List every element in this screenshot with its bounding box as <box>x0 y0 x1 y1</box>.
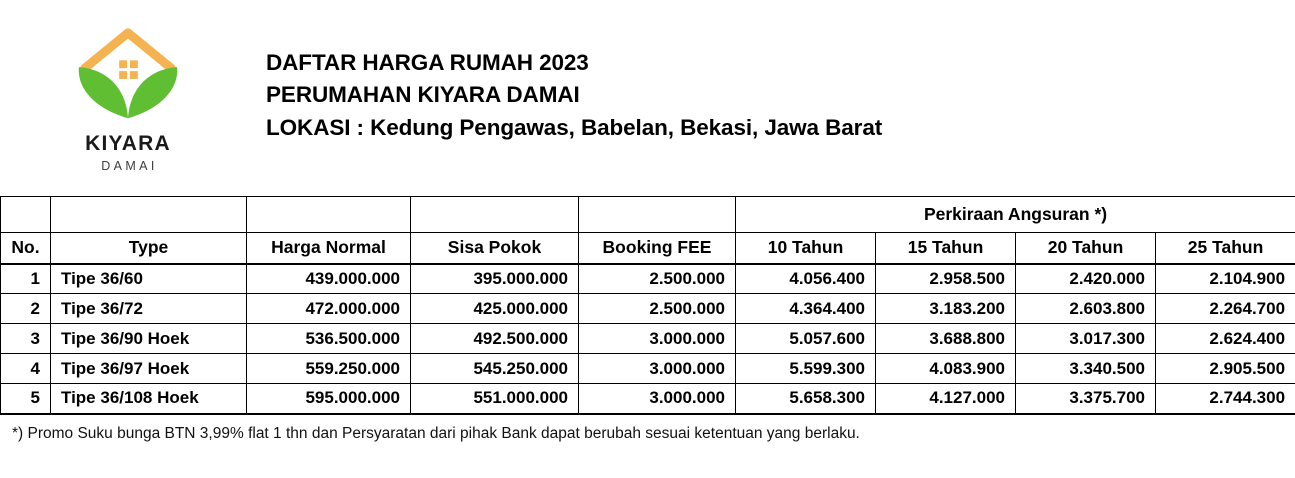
header-booking-fee[interactable]: Booking FEE <box>578 232 736 265</box>
cell-25-tahun: 2.104.900 <box>1154 263 1295 294</box>
header-perkiraan-angsuran: Perkiraan Angsuran *) <box>734 196 1295 233</box>
cell-25-tahun: 2.744.300 <box>1154 383 1295 415</box>
cell-harga-normal: 439.000.000 <box>246 263 411 294</box>
title-line-1: DAFTAR HARGA RUMAH 2023 <box>266 49 589 75</box>
house-leaf-logo-icon <box>78 28 178 119</box>
cell-type: Tipe 36/90 Hoek <box>50 323 247 354</box>
logo-wordmark: KIYARA <box>85 132 171 156</box>
cell-15-tahun: 4.127.000 <box>875 383 1016 415</box>
price-table: Perkiraan Angsuran *) No. Type Harga Nor… <box>0 196 1295 415</box>
header-spacer-sisa <box>410 196 579 233</box>
cell-10-tahun: 5.057.600 <box>735 323 876 354</box>
table-row[interactable]: 2 Tipe 36/72 472.000.000 425.000.000 2.5… <box>0 293 1295 324</box>
cell-no: 3 <box>0 323 51 354</box>
cell-10-tahun: 5.658.300 <box>735 383 876 415</box>
header-spacer-booking <box>578 196 736 233</box>
header-spacer-type <box>50 196 247 233</box>
cell-10-tahun: 4.364.400 <box>735 293 876 324</box>
cell-20-tahun: 2.420.000 <box>1015 263 1156 294</box>
logo-subtext: DAMAI <box>101 159 158 174</box>
cell-sisa-pokok: 545.250.000 <box>410 353 579 384</box>
header-25-tahun[interactable]: 25 Tahun <box>1154 232 1295 265</box>
footnote-text: *) Promo Suku bunga BTN 3,99% flat 1 thn… <box>12 424 860 442</box>
table-row[interactable]: 4 Tipe 36/97 Hoek 559.250.000 545.250.00… <box>0 353 1295 384</box>
cell-25-tahun: 2.264.700 <box>1154 293 1295 324</box>
cell-10-tahun: 5.599.300 <box>735 353 876 384</box>
cell-no: 4 <box>0 353 51 384</box>
header-sisa-pokok[interactable]: Sisa Pokok <box>410 232 579 265</box>
header-15-tahun[interactable]: 15 Tahun <box>875 232 1016 265</box>
cell-harga-normal: 559.250.000 <box>246 353 411 384</box>
cell-no: 5 <box>0 383 51 415</box>
cell-booking-fee: 2.500.000 <box>578 293 736 324</box>
cell-sisa-pokok: 395.000.000 <box>410 263 579 294</box>
table-row[interactable]: 3 Tipe 36/90 Hoek 536.500.000 492.500.00… <box>0 323 1295 354</box>
title-line-2: PERUMAHAN KIYARA DAMAI <box>266 82 580 108</box>
table-head: Perkiraan Angsuran *) No. Type Harga Nor… <box>0 196 1295 265</box>
table-body: 1 Tipe 36/60 439.000.000 395.000.000 2.5… <box>0 263 1295 415</box>
cell-harga-normal: 595.000.000 <box>246 383 411 415</box>
cell-15-tahun: 2.958.500 <box>875 263 1016 294</box>
cell-booking-fee: 3.000.000 <box>578 383 736 415</box>
table-row[interactable]: 5 Tipe 36/108 Hoek 595.000.000 551.000.0… <box>0 383 1295 415</box>
cell-booking-fee: 3.000.000 <box>578 323 736 354</box>
kiyara-damai-logo: KIYARA DAMAI <box>48 23 208 173</box>
cell-harga-normal: 536.500.000 <box>246 323 411 354</box>
cell-harga-normal: 472.000.000 <box>246 293 411 324</box>
header-spacer-harga <box>246 196 411 233</box>
document-header: KIYARA DAMAI DAFTAR HARGA RUMAH 2023 PER… <box>0 0 1295 196</box>
cell-sisa-pokok: 492.500.000 <box>410 323 579 354</box>
cell-type: Tipe 36/97 Hoek <box>50 353 247 384</box>
cell-15-tahun: 3.183.200 <box>875 293 1016 324</box>
cell-no: 1 <box>0 263 51 294</box>
cell-25-tahun: 2.905.500 <box>1154 353 1295 384</box>
cell-20-tahun: 3.375.700 <box>1015 383 1156 415</box>
cell-no: 2 <box>0 293 51 324</box>
table-header-row: No. Type Harga Normal Sisa Pokok Booking… <box>0 232 1295 265</box>
cell-10-tahun: 4.056.400 <box>735 263 876 294</box>
header-type[interactable]: Type <box>50 232 247 265</box>
cell-type: Tipe 36/60 <box>50 263 247 294</box>
cell-sisa-pokok: 425.000.000 <box>410 293 579 324</box>
cell-15-tahun: 3.688.800 <box>875 323 1016 354</box>
title-block: DAFTAR HARGA RUMAH 2023 PERUMAHAN KIYARA… <box>266 51 882 145</box>
header-harga-normal[interactable]: Harga Normal <box>246 232 411 265</box>
cell-booking-fee: 3.000.000 <box>578 353 736 384</box>
cell-type: Tipe 36/72 <box>50 293 247 324</box>
header-10-tahun[interactable]: 10 Tahun <box>735 232 876 265</box>
header-no[interactable]: No. <box>0 232 51 265</box>
table-header-group-row: Perkiraan Angsuran *) <box>0 196 1295 233</box>
cell-25-tahun: 2.624.400 <box>1154 323 1295 354</box>
header-spacer-no <box>0 196 51 233</box>
cell-15-tahun: 4.083.900 <box>875 353 1016 384</box>
title-line-3: LOKASI : Kedung Pengawas, Babelan, Bekas… <box>266 114 883 140</box>
header-20-tahun[interactable]: 20 Tahun <box>1015 232 1156 265</box>
table-row[interactable]: 1 Tipe 36/60 439.000.000 395.000.000 2.5… <box>0 263 1295 294</box>
cell-sisa-pokok: 551.000.000 <box>410 383 579 415</box>
cell-20-tahun: 2.603.800 <box>1015 293 1156 324</box>
cell-20-tahun: 3.340.500 <box>1015 353 1156 384</box>
cell-type: Tipe 36/108 Hoek <box>50 383 247 415</box>
cell-20-tahun: 3.017.300 <box>1015 323 1156 354</box>
cell-booking-fee: 2.500.000 <box>578 263 736 294</box>
